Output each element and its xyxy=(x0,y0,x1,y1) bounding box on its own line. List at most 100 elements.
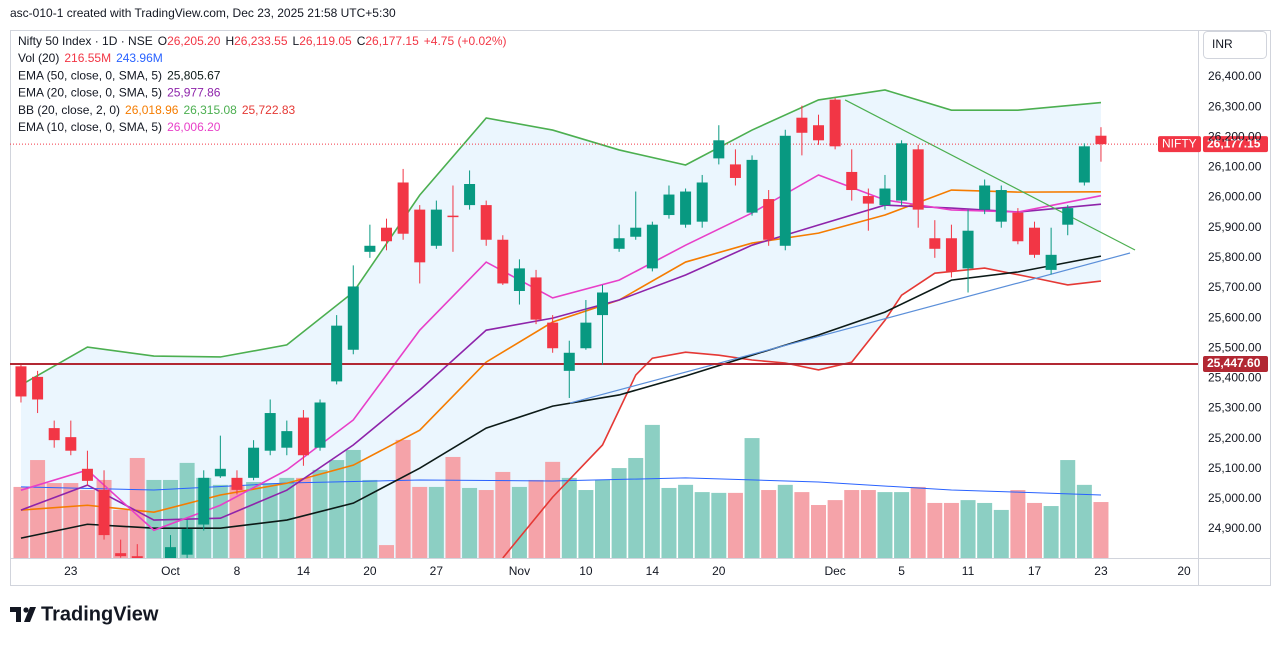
overlay: 25,447.60 26,177.15 NIFTY Nifty 50 Index · … xyxy=(18,34,1268,373)
candle-body xyxy=(497,239,509,284)
candle-body xyxy=(979,185,991,210)
legend-item: O xyxy=(158,34,167,48)
candle-body xyxy=(779,135,791,246)
x-tick-label: 20 xyxy=(1177,564,1191,578)
x-tick-label: 23 xyxy=(1094,564,1108,578)
candle-body xyxy=(81,468,93,481)
volume-bar xyxy=(761,490,777,558)
price-badge xyxy=(1203,356,1268,373)
legend-item: BB (20, close, 2, 0) xyxy=(18,103,120,117)
volume-bar xyxy=(379,545,395,558)
volume-bar xyxy=(1060,460,1076,558)
candle-body xyxy=(98,489,110,536)
y-tick-label: 25,300.00 xyxy=(1208,401,1262,415)
currency[interactable]: INR xyxy=(1212,37,1233,51)
legend-item: 26,315.08 xyxy=(183,103,237,117)
legend-item: H xyxy=(225,34,234,48)
volume-bar xyxy=(345,449,361,558)
volume-bar xyxy=(727,492,743,558)
candle-body xyxy=(862,196,874,204)
x-tick-label: 23 xyxy=(64,564,78,578)
volume-bar xyxy=(362,479,378,558)
legend-item: 26,233.55 xyxy=(234,34,288,48)
chart-frame xyxy=(10,30,1271,586)
legend-item: 243.96M xyxy=(116,51,163,65)
legend-item: 26,006.20 xyxy=(167,120,221,134)
legend-item: EMA (20, close, 0, SMA, 5) xyxy=(18,86,162,100)
candle-body xyxy=(1095,135,1107,145)
candle-body xyxy=(1012,212,1024,242)
candle-body xyxy=(1029,227,1041,255)
candle-body xyxy=(15,366,27,397)
volume-bar xyxy=(827,500,843,558)
currency-button[interactable] xyxy=(1203,31,1267,59)
candle-body xyxy=(464,184,476,206)
candle-body xyxy=(115,553,127,557)
volume-bar xyxy=(678,484,694,558)
y-tick-label: 25,400.00 xyxy=(1208,371,1262,385)
volume-bar xyxy=(113,509,129,558)
volume-bar xyxy=(246,482,262,558)
volume-bar xyxy=(63,483,79,558)
volume-bar xyxy=(13,486,29,558)
volume-bar xyxy=(943,502,959,558)
volume-bar xyxy=(860,490,876,558)
y-tick-label: 26,400.00 xyxy=(1208,69,1262,83)
candle-body xyxy=(331,325,343,382)
volume-bar xyxy=(844,490,860,558)
candle-body xyxy=(397,182,409,234)
volume-bar xyxy=(1027,502,1043,558)
x-tick-label: 8 xyxy=(234,564,241,578)
candle-body xyxy=(1062,208,1074,225)
volume-bar xyxy=(279,477,295,558)
legend-item: 25,977.86 xyxy=(167,86,221,100)
volume-bar xyxy=(478,490,494,558)
x-tick-label: 20 xyxy=(712,564,726,578)
legend-item: 25,805.67 xyxy=(167,69,221,83)
candle-body xyxy=(580,322,592,349)
candle-body xyxy=(929,238,941,249)
logo: TradingView xyxy=(10,603,159,625)
symbol-badge-label: NIFTY xyxy=(1162,136,1197,150)
candle-body xyxy=(680,191,692,225)
volume-bar xyxy=(295,477,311,558)
volume-bar xyxy=(794,492,810,558)
candle-body xyxy=(563,352,575,371)
volume-bar xyxy=(894,492,910,558)
legend-item: 25,722.83 xyxy=(242,103,296,117)
legend-row: Vol (20) 216.55M 243.96M xyxy=(18,51,163,65)
y-tick-label: 24,900.00 xyxy=(1208,521,1262,535)
y-tick-label: 25,000.00 xyxy=(1208,491,1262,505)
legend-item: Vol (20) xyxy=(18,51,59,65)
volume-bar xyxy=(744,438,760,558)
candle-body xyxy=(530,277,542,320)
candle-body xyxy=(364,245,376,252)
candle-body xyxy=(746,159,758,213)
volume-bar xyxy=(395,439,411,558)
indicator-line xyxy=(20,255,1102,539)
x-tick-label: Oct xyxy=(161,564,180,578)
volume-bar xyxy=(694,492,710,558)
symbol-badge xyxy=(1158,136,1201,153)
candle-body xyxy=(846,171,858,191)
candle-body xyxy=(646,224,658,269)
x-tick-label: Dec xyxy=(824,564,845,578)
candle-body xyxy=(513,268,525,291)
legend-item: Nifty 50 Index · 1D · NSE xyxy=(18,34,153,48)
y-tick-label: 25,700.00 xyxy=(1208,280,1262,294)
candle-body xyxy=(198,477,210,525)
trend-line xyxy=(844,99,1136,251)
candle-body xyxy=(414,209,426,263)
volume-bar xyxy=(511,486,527,558)
candle-body xyxy=(763,199,775,240)
legend-item: EMA (10, close, 0, SMA, 5) xyxy=(18,120,162,134)
x-tick-label: 10 xyxy=(579,564,593,578)
candle-body xyxy=(896,143,908,201)
x-tick-label: 11 xyxy=(962,564,975,578)
candle-body xyxy=(264,413,276,451)
y-tick-label: 25,800.00 xyxy=(1208,250,1262,264)
volume-bar xyxy=(1010,490,1026,558)
candle-body xyxy=(181,529,193,555)
candle-body xyxy=(381,227,393,242)
candle-body xyxy=(613,238,625,249)
